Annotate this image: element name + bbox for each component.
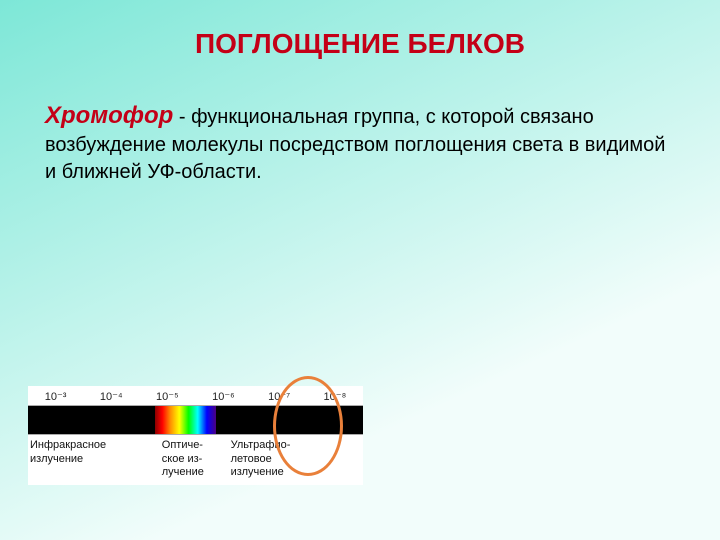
scale-tick: 10⁻⁵ xyxy=(156,390,179,403)
scale-tick: 10⁻⁶ xyxy=(212,390,235,403)
term-chromophore: Хромофор xyxy=(45,102,173,129)
band-infrared xyxy=(28,406,155,434)
slide-title: ПОГЛОЩЕНИЕ БЕЛКОВ xyxy=(0,0,720,60)
spectrum-figure: 10⁻³ 10⁻⁴ 10⁻⁵ 10⁻⁶ 10⁻⁷ 10⁻⁸ Инфракрасн… xyxy=(28,386,363,485)
scale-tick: 10⁻³ xyxy=(45,390,67,403)
uv-highlight-ellipse xyxy=(273,376,343,476)
scale-tick: 10⁻⁴ xyxy=(100,390,123,403)
definition-paragraph: Хромофор - функциональная группа, с кото… xyxy=(0,60,720,186)
band-visible xyxy=(155,406,215,434)
label-infrared: Инфракрасное излучение xyxy=(30,439,156,479)
label-optical: Оптиче- ское из- лучение xyxy=(156,439,229,479)
slide: ПОГЛОЩЕНИЕ БЕЛКОВ Хромофор - функциональ… xyxy=(0,0,720,540)
